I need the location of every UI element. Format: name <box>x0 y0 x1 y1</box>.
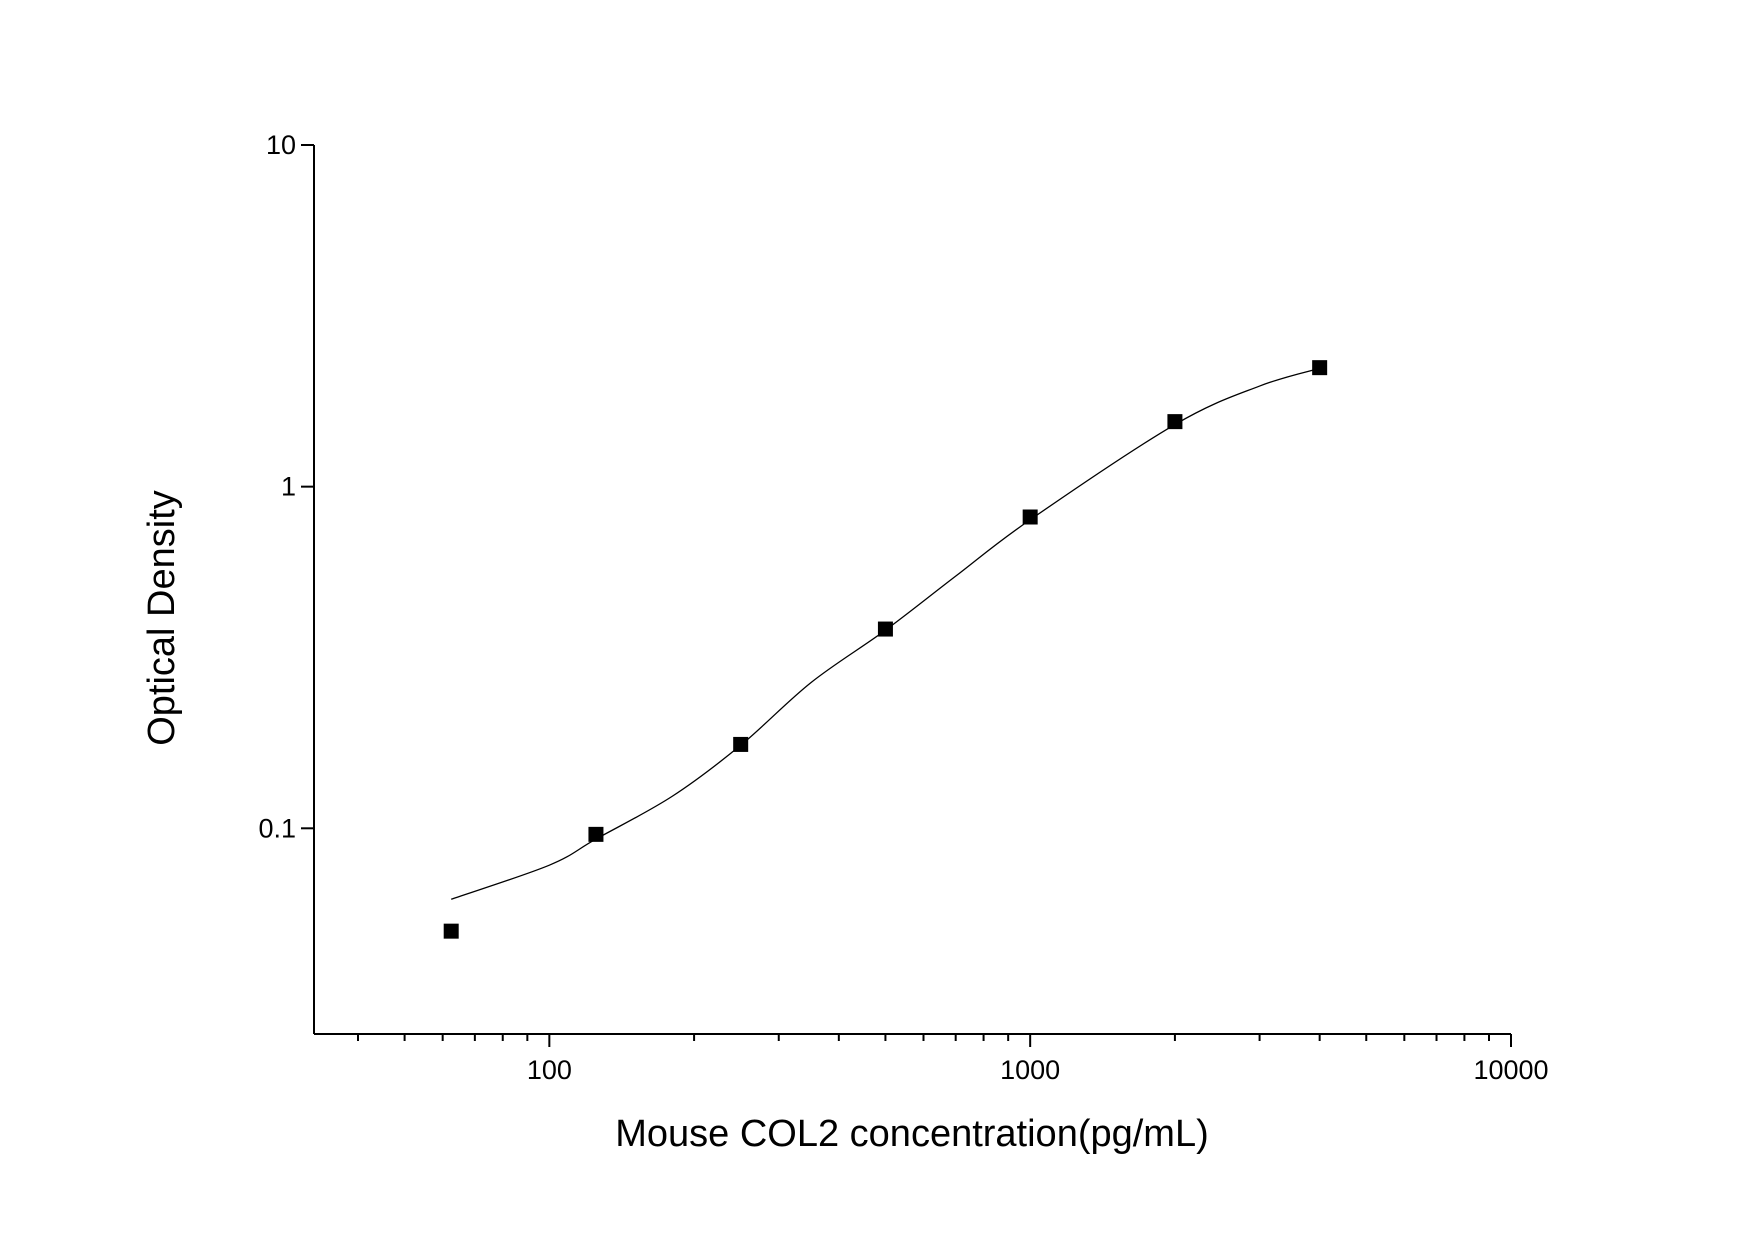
data-point <box>588 826 604 842</box>
y-axis-title: Optical Density <box>141 490 183 746</box>
x-tick-label: 1000 <box>1000 1055 1060 1085</box>
x-tick-label: 100 <box>527 1055 572 1085</box>
data-point <box>1167 414 1183 430</box>
x-axis-title: Mouse COL2 concentration(pg/mL) <box>615 1113 1209 1155</box>
y-tick-label: 0.1 <box>258 813 296 843</box>
x-tick-label: 10000 <box>1473 1055 1548 1085</box>
y-tick-label: 1 <box>281 472 296 502</box>
fit-curve <box>450 367 1320 900</box>
data-point <box>1022 509 1038 525</box>
data-point <box>443 923 459 939</box>
y-tick-label: 10 <box>266 130 296 160</box>
data-point <box>1312 360 1328 376</box>
